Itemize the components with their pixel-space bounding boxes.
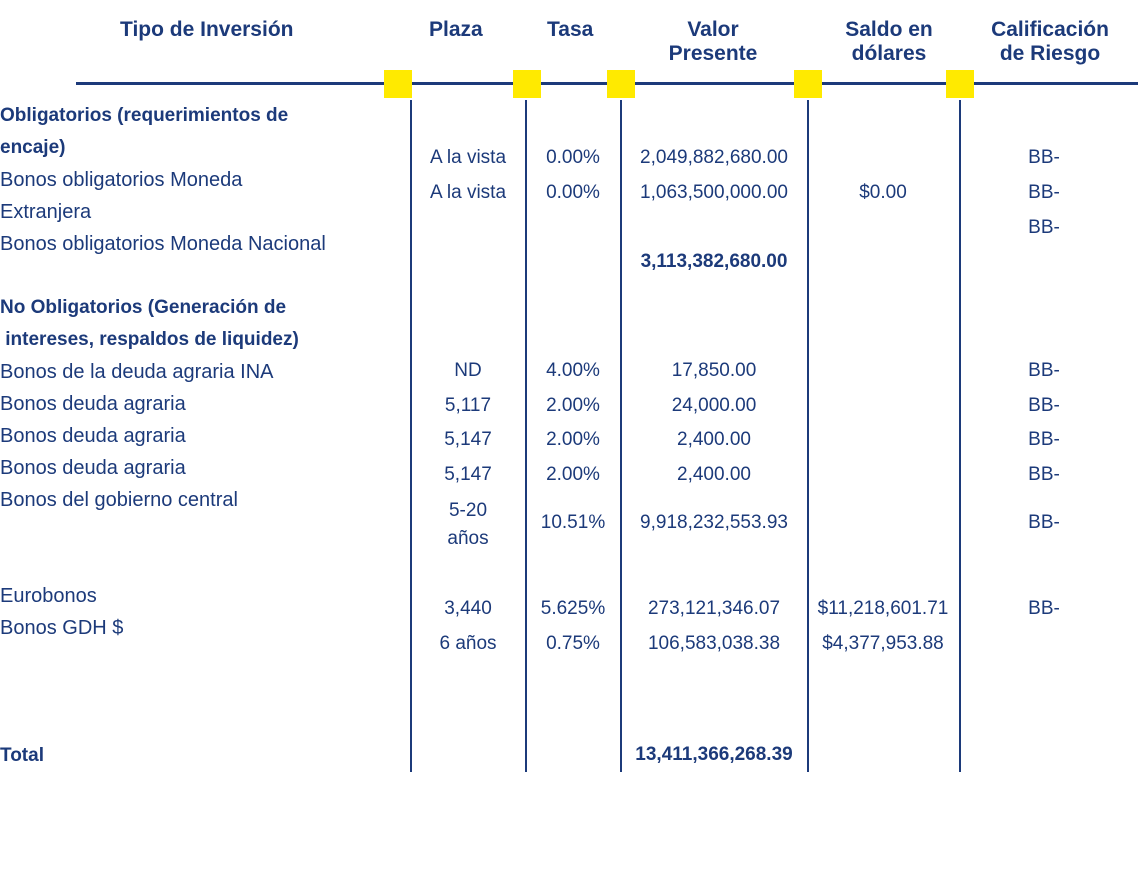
a1-valor: 24,000.00 — [671, 395, 757, 416]
gob-plaza: 5-20 años — [447, 497, 488, 553]
r2-plaza: A la vista — [429, 182, 507, 203]
section-obligatorios-line1: Obligatorios (requerimientos de — [0, 105, 289, 126]
header-calif-line2: de Riesgo — [999, 42, 1101, 65]
euro-calificacion: BB- — [1028, 598, 1060, 619]
a3-plaza: 5,147 — [444, 464, 492, 485]
column-divider-5 — [959, 100, 961, 772]
gob-valor: 9,918,232,553.93 — [640, 512, 788, 533]
r1-valor: 2,049,882,680.00 — [640, 147, 788, 168]
gob-plaza-line2: años — [447, 528, 489, 549]
euro-plaza: 3,440 — [444, 598, 492, 619]
header-tipo: Tipo de Inversión — [120, 18, 294, 41]
label-deuda-agraria-2: Bonos deuda agraria — [0, 425, 186, 447]
header-saldo: Saldo en dólares — [829, 18, 949, 66]
a1-calificacion: BB- — [1028, 395, 1060, 416]
r1-tasa: 0.00% — [546, 147, 600, 168]
a3-valor: 2,400.00 — [677, 464, 751, 485]
ina-plaza: ND — [454, 360, 482, 381]
header-plaza: Plaza — [429, 18, 483, 41]
label-bonos-moneda-nacional: Bonos obligatorios Moneda Nacional — [0, 233, 326, 255]
column-marker-3 — [607, 70, 635, 98]
header-calificacion: Calificación de Riesgo — [970, 18, 1130, 66]
ina-tasa: 4.00% — [546, 360, 600, 381]
gdh-saldo: $4,377,953.88 — [822, 633, 944, 654]
euro-tasa: 5.625% — [540, 598, 606, 619]
label-bonos-gdh: Bonos GDH $ — [0, 617, 124, 639]
a2-calificacion: BB- — [1028, 429, 1060, 450]
column-divider-1 — [410, 100, 412, 772]
gob-calificacion: BB- — [1028, 512, 1060, 533]
gob-plaza-line1: 5-20 — [448, 500, 488, 521]
euro-valor: 273,121,346.07 — [647, 598, 781, 619]
header-valor: Valor Presente — [650, 18, 776, 66]
header-saldo-line2: dólares — [851, 42, 927, 65]
label-bonos-moneda-extranjera-line2: Extranjera — [0, 201, 92, 223]
r2-saldo: $0.00 — [859, 182, 907, 203]
header-valor-line2: Presente — [668, 42, 758, 65]
label-deuda-agraria-3: Bonos deuda agraria — [0, 457, 186, 479]
r2-tasa: 0.00% — [546, 182, 600, 203]
label-bonos-moneda-extranjera-line1: Bonos obligatorios Moneda — [0, 169, 243, 191]
gdh-tasa: 0.75% — [546, 633, 600, 654]
r2-valor: 1,063,500,000.00 — [640, 182, 788, 203]
label-deuda-agraria-1: Bonos deuda agraria — [0, 393, 186, 415]
a2-plaza: 5,147 — [444, 429, 492, 450]
label-total: Total — [0, 745, 44, 766]
r2-calificacion: BB- — [1028, 182, 1060, 203]
section-obligatorios-line2: encaje) — [0, 137, 66, 158]
header-calif-line1: Calificación — [991, 18, 1109, 41]
r3-calificacion: BB- — [1028, 217, 1060, 238]
r1-calificacion: BB- — [1028, 147, 1060, 168]
column-marker-2 — [513, 70, 541, 98]
label-gobierno-central: Bonos del gobierno central — [0, 489, 238, 511]
column-divider-3 — [620, 100, 622, 772]
gdh-valor: 106,583,038.38 — [647, 633, 781, 654]
total-valor: 13,411,366,268.39 — [635, 744, 793, 765]
column-divider-4 — [807, 100, 809, 772]
column-marker-1 — [384, 70, 412, 98]
header-saldo-line1: Saldo en — [845, 18, 933, 41]
header-valor-line1: Valor — [687, 18, 739, 41]
label-deuda-agraria-ina: Bonos de la deuda agraria INA — [0, 361, 274, 383]
a1-tasa: 2.00% — [546, 395, 600, 416]
subtotal-obligatorios: 3,113,382,680.00 — [640, 251, 788, 272]
a1-plaza: 5,117 — [444, 395, 492, 416]
gob-tasa: 10.51% — [540, 512, 606, 533]
r1-plaza: A la vista — [429, 147, 507, 168]
a2-valor: 2,400.00 — [677, 429, 751, 450]
section-no-obligatorios-line2: intereses, respaldos de liquidez) — [0, 329, 299, 350]
ina-calificacion: BB- — [1028, 360, 1060, 381]
a2-tasa: 2.00% — [546, 429, 600, 450]
euro-saldo: $11,218,601.71 — [817, 598, 949, 619]
a3-tasa: 2.00% — [546, 464, 600, 485]
column-marker-4 — [794, 70, 822, 98]
column-marker-5 — [946, 70, 974, 98]
ina-valor: 17,850.00 — [671, 360, 757, 381]
gdh-plaza: 6 años — [439, 633, 497, 654]
label-eurobonos: Eurobonos — [0, 585, 97, 607]
column-divider-2 — [525, 100, 527, 772]
header-tasa: Tasa — [547, 18, 594, 41]
section-no-obligatorios-line1: No Obligatorios (Generación de — [0, 297, 287, 318]
a3-calificacion: BB- — [1028, 464, 1060, 485]
